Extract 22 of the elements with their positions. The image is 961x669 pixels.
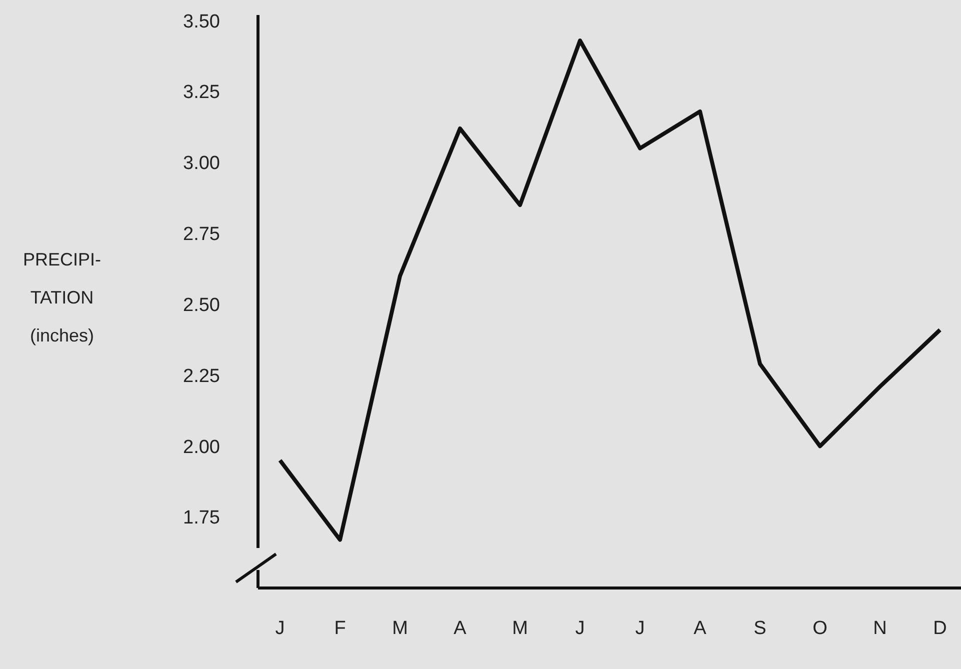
x-tick-label: J <box>575 618 585 639</box>
line-series <box>278 38 942 542</box>
y-tick-label: 2.25 <box>183 366 220 387</box>
y-tick-label: 2.75 <box>183 224 220 246</box>
x-tick-label: D <box>933 618 947 639</box>
y-tick-label: 1.75 <box>183 508 220 529</box>
x-tick-label: A <box>694 618 707 639</box>
y-tick-label: 3.25 <box>183 82 220 104</box>
y-tick-label: 3.00 <box>183 153 220 174</box>
x-tick-label: F <box>334 618 346 639</box>
x-tick-label: M <box>392 618 408 639</box>
x-tick-label: S <box>754 618 766 639</box>
x-tick-label: O <box>812 618 828 639</box>
y-tick-label: 2.50 <box>183 294 220 316</box>
x-tick-label: A <box>454 618 467 639</box>
y-tick-label: 3.50 <box>183 11 220 32</box>
x-tick-label: M <box>512 618 528 639</box>
x-tick-label: J <box>275 618 285 639</box>
x-tick-label: N <box>873 618 887 639</box>
y-axis-title: PRECIPI- TATION (inches) <box>22 250 102 346</box>
y-tick-label: 2.00 <box>183 436 220 458</box>
x-tick-label: J <box>635 618 645 639</box>
